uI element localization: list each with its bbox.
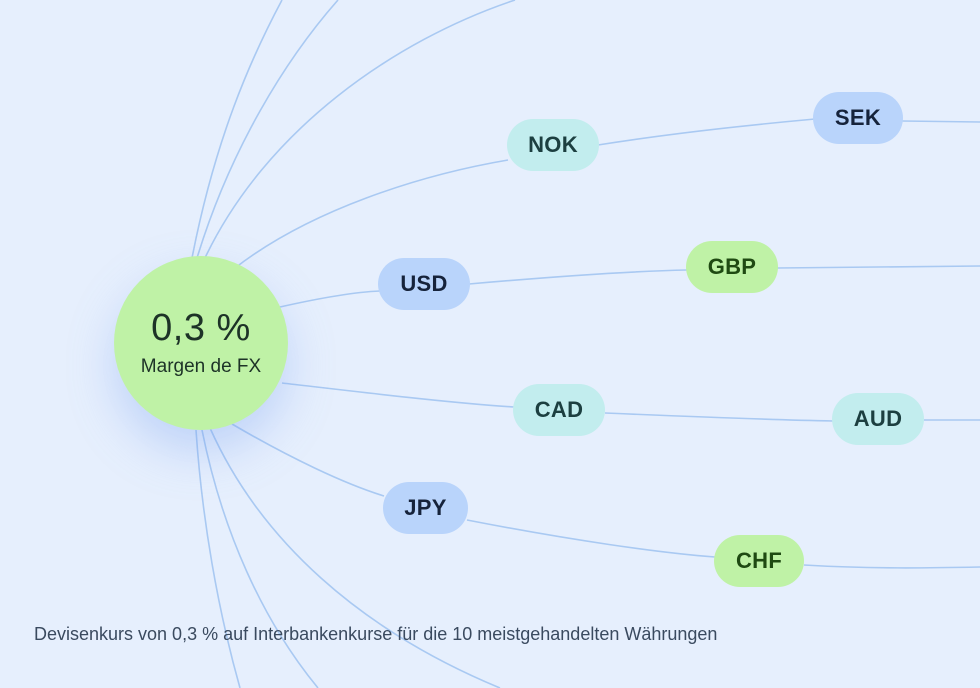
currency-pill-chf: CHF (714, 535, 804, 587)
currency-pill-cad: CAD (513, 384, 605, 436)
connector-line (901, 120, 980, 123)
currency-pill-jpy: JPY (383, 482, 468, 534)
fx-margin-value: 0,3 % (151, 307, 251, 349)
fx-margin-hub: 0,3 % Margen de FX (114, 256, 288, 430)
currency-pill-gbp: GBP (686, 241, 778, 293)
connector-line (468, 269, 688, 285)
connector-line (191, 0, 283, 259)
connector-line (776, 265, 980, 269)
connector-line (234, 159, 509, 269)
currency-pill-aud: AUD (832, 393, 924, 445)
currency-pill-nok: NOK (507, 119, 599, 171)
connector-line (597, 118, 816, 146)
connector-line (209, 427, 501, 688)
connector-line (803, 564, 980, 569)
connector-line (604, 412, 834, 422)
connector-line (203, 0, 516, 261)
currency-pill-usd: USD (378, 258, 470, 310)
currency-pill-sek: SEK (813, 92, 903, 144)
caption-text: Devisenkurs von 0,3 % auf Interbankenkur… (34, 624, 718, 644)
fx-margin-label: Margen de FX (140, 356, 262, 377)
connector-line (281, 382, 515, 408)
connector-line (195, 429, 241, 688)
connector-line (196, 0, 339, 259)
connector-line (279, 290, 381, 308)
connector-line (201, 429, 319, 688)
connector-line (466, 519, 716, 558)
connector-line (231, 423, 385, 497)
